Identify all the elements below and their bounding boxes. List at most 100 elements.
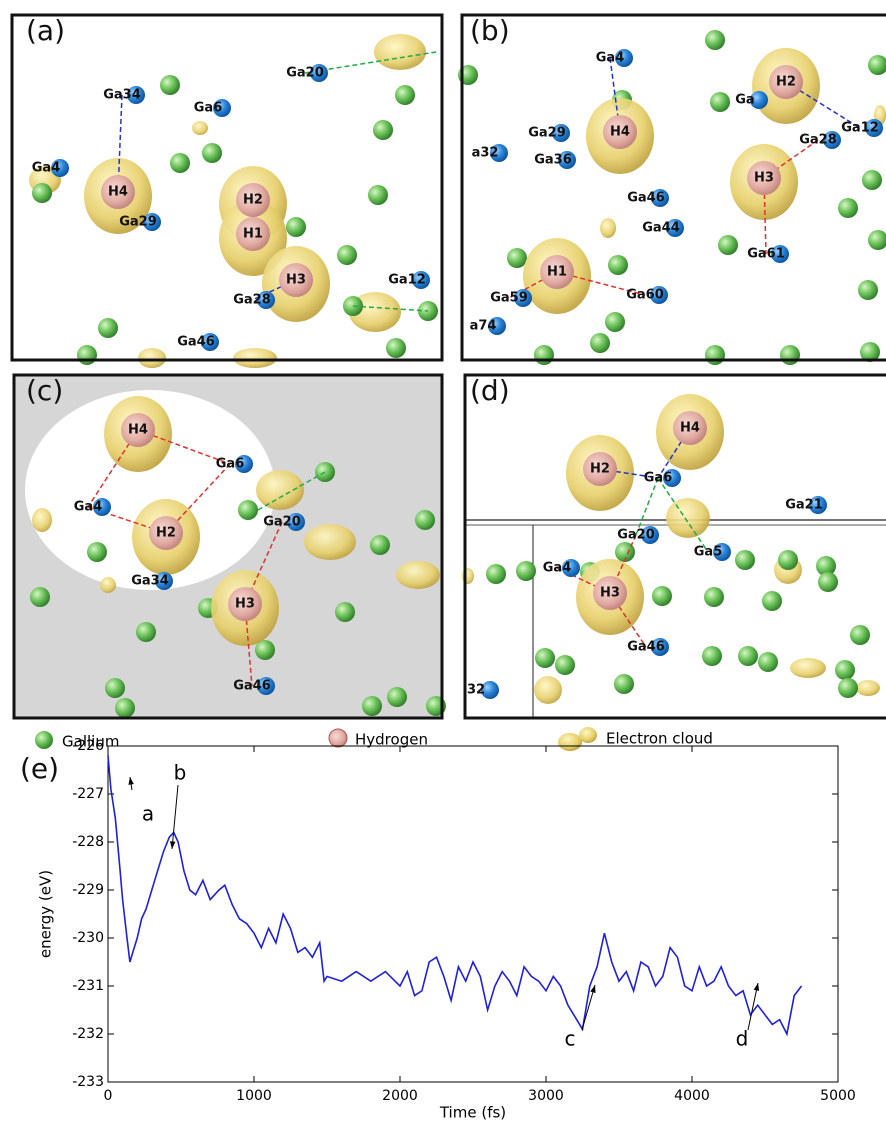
gallium-atom <box>507 248 527 268</box>
arrow-head <box>590 985 595 993</box>
arrow-head <box>128 777 133 785</box>
gallium-atom <box>780 345 800 365</box>
atom-label: H3 <box>600 586 620 601</box>
gallium-atom <box>605 312 625 332</box>
electron-cloud <box>666 498 710 538</box>
gallium-atom <box>838 198 858 218</box>
gallium-atom <box>160 75 180 95</box>
x-tick-label: 5000 <box>820 1088 856 1104</box>
electron-cloud <box>534 676 562 704</box>
atom-label: H2 <box>590 462 610 477</box>
electron-cloud <box>374 34 426 70</box>
atom-label: a32 <box>472 146 499 161</box>
gallium-atom <box>704 587 724 607</box>
annotation: c <box>565 1027 576 1051</box>
atom-label: Ga21 <box>785 498 823 513</box>
gallium-atom <box>136 622 156 642</box>
electron-cloud <box>600 218 616 238</box>
atom-label: Ga44 <box>642 221 680 236</box>
panel-label: (d) <box>470 374 510 407</box>
annotation: a <box>142 802 154 826</box>
gallium-atom <box>718 235 738 255</box>
gallium-atom <box>286 217 306 237</box>
atom-label: Ga <box>735 93 754 108</box>
panel-label: (a) <box>26 14 65 47</box>
atom-label: H4 <box>108 185 128 200</box>
gallium-atom <box>238 500 258 520</box>
gallium-atom <box>535 648 555 668</box>
legend-gallium <box>35 731 53 749</box>
atom-label: Ga61 <box>747 247 785 262</box>
atom-label: H4 <box>128 423 148 438</box>
gallium-atom <box>778 550 798 570</box>
y-axis-label: energy (eV) <box>37 870 55 958</box>
atom-label: Ga60 <box>626 288 664 303</box>
legend-cloud <box>579 727 597 743</box>
gallium-atom <box>335 602 355 622</box>
gallium-atom <box>850 625 870 645</box>
gallium-atom <box>858 280 878 300</box>
y-tick-label: -231 <box>72 978 104 994</box>
gallium-atom <box>98 318 118 338</box>
x-tick-label: 2000 <box>382 1088 418 1104</box>
y-tick-label: -227 <box>72 786 104 802</box>
legend-cloud <box>558 733 582 751</box>
atom-label: H2 <box>776 75 796 90</box>
electron-cloud <box>790 658 826 678</box>
gallium-atom <box>705 345 725 365</box>
gallium-atom <box>614 674 634 694</box>
gallium-atom <box>486 564 506 584</box>
gallium-atom <box>652 586 672 606</box>
electron-cloud <box>138 348 166 368</box>
atom-label: H4 <box>680 421 700 436</box>
gallium-atom <box>758 652 778 672</box>
atom-label: Ga12 <box>841 121 879 136</box>
atom-label: H2 <box>156 526 176 541</box>
electron-cloud <box>32 508 52 532</box>
panel-label: (c) <box>26 374 63 407</box>
arrow-head <box>170 841 175 849</box>
atom-label: H2 <box>243 193 263 208</box>
gallium-atom <box>608 255 628 275</box>
gallium-atom <box>835 660 855 680</box>
gallium-atom <box>368 185 388 205</box>
gallium-atom <box>32 183 52 203</box>
atom-label: Ga4 <box>74 500 103 515</box>
electron-cloud <box>100 577 116 593</box>
gallium-atom <box>362 696 382 716</box>
atom-label: Ga29 <box>119 215 157 230</box>
figure: Ga34Ga6Ga20Ga4H4Ga29H2H1H3Ga28Ga12Ga46(a… <box>0 0 886 1126</box>
gallium-atom <box>590 333 610 353</box>
gallium-atom <box>868 230 886 250</box>
atom-label: Ga29 <box>528 126 566 141</box>
gallium-atom <box>818 572 838 592</box>
atom-label: H1 <box>547 265 567 280</box>
y-tick-label: -226 <box>72 738 104 754</box>
annotation: d <box>736 1027 749 1051</box>
annotation: b <box>174 761 187 785</box>
atom-label: Ga4 <box>32 161 61 176</box>
gallium-atom <box>555 655 575 675</box>
atom-label: Ga34 <box>103 88 141 103</box>
x-tick-label: 4000 <box>674 1088 710 1104</box>
y-tick-label: -233 <box>72 1074 104 1090</box>
atom-label: H4 <box>610 125 630 140</box>
atom-label: Ga4 <box>543 561 572 576</box>
atom-label: Ga4 <box>596 51 625 66</box>
gallium-atom <box>202 143 222 163</box>
x-tick-label: 1000 <box>236 1088 272 1104</box>
atom-label: H3 <box>754 171 774 186</box>
atom-label: H3 <box>286 273 306 288</box>
gallium-atom <box>77 345 97 365</box>
electron-cloud <box>304 524 356 560</box>
panel-label: (b) <box>470 14 510 47</box>
gallium-atom <box>395 85 415 105</box>
gallium-atom <box>415 510 435 530</box>
atom-label: Ga34 <box>131 574 169 589</box>
electron-cloud <box>192 121 208 135</box>
y-tick-label: -232 <box>72 1026 104 1042</box>
electron-cloud <box>396 561 440 589</box>
gallium-atom <box>735 550 755 570</box>
